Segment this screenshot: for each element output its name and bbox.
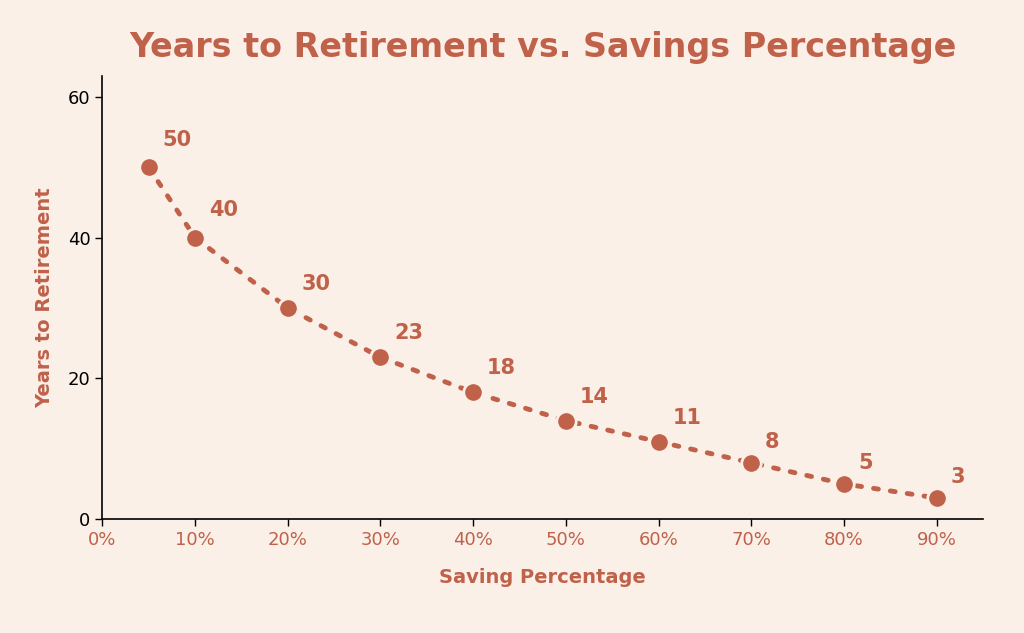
Text: 40: 40: [209, 200, 238, 220]
X-axis label: Saving Percentage: Saving Percentage: [439, 568, 646, 587]
Text: 3: 3: [950, 467, 965, 487]
Text: 11: 11: [673, 408, 701, 428]
Text: 23: 23: [394, 323, 423, 343]
Text: 18: 18: [487, 358, 516, 379]
Y-axis label: Years to Retirement: Years to Retirement: [35, 187, 54, 408]
Title: Years to Retirement vs. Savings Percentage: Years to Retirement vs. Savings Percenta…: [129, 30, 956, 63]
Text: 5: 5: [858, 453, 872, 473]
Text: 8: 8: [765, 432, 779, 452]
Text: 50: 50: [163, 130, 191, 150]
Text: 14: 14: [580, 387, 609, 406]
Text: 30: 30: [302, 274, 331, 294]
